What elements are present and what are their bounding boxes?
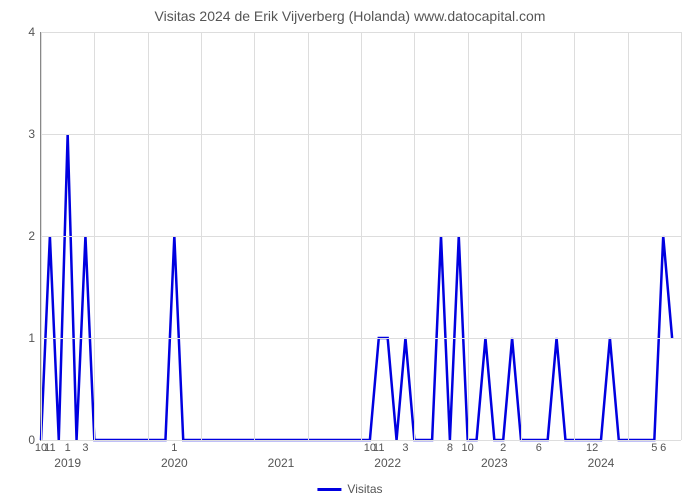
x-tick-label: 6 — [536, 440, 542, 454]
chart-title: Visitas 2024 de Erik Vijverberg (Holanda… — [0, 0, 700, 24]
x-tick-label: 8 — [447, 440, 453, 454]
plot-area: 0123410111311011381026125620192020202120… — [40, 32, 681, 441]
legend-label: Visitas — [347, 482, 382, 496]
grid-line-v — [148, 32, 149, 440]
legend: Visitas — [317, 482, 382, 496]
grid-line-v — [414, 32, 415, 440]
y-tick-label: 1 — [28, 331, 41, 345]
y-tick-label: 3 — [28, 127, 41, 141]
grid-line-v — [308, 32, 309, 440]
grid-line-v — [681, 32, 682, 440]
x-year-label: 2023 — [481, 456, 508, 470]
grid-line-v — [521, 32, 522, 440]
x-tick-label: 12 — [586, 440, 598, 454]
x-tick-label: 3 — [402, 440, 408, 454]
x-tick-label: 2 — [500, 440, 506, 454]
y-tick-label: 2 — [28, 229, 41, 243]
x-year-label: 2024 — [588, 456, 615, 470]
grid-line-v — [574, 32, 575, 440]
grid-line-v — [254, 32, 255, 440]
grid-line-v — [94, 32, 95, 440]
x-year-label: 2022 — [374, 456, 401, 470]
legend-swatch — [317, 488, 341, 491]
x-year-label: 2020 — [161, 456, 188, 470]
x-tick-label: 1 — [65, 440, 71, 454]
x-tick-label: 11 — [373, 440, 384, 454]
x-tick-label: 10 — [462, 440, 474, 454]
x-tick-label: 11 — [44, 440, 55, 454]
x-year-label: 2021 — [268, 456, 295, 470]
grid-line-v — [201, 32, 202, 440]
x-tick-label: 6 — [660, 440, 666, 454]
grid-line-v — [41, 32, 42, 440]
x-tick-label: 3 — [82, 440, 88, 454]
grid-line-v — [361, 32, 362, 440]
x-tick-label: 1 — [171, 440, 177, 454]
x-year-label: 2019 — [54, 456, 81, 470]
chart-container: Visitas 2024 de Erik Vijverberg (Holanda… — [0, 0, 700, 500]
grid-line-v — [468, 32, 469, 440]
grid-line-v — [628, 32, 629, 440]
x-tick-label: 5 — [651, 440, 657, 454]
y-tick-label: 4 — [28, 25, 41, 39]
